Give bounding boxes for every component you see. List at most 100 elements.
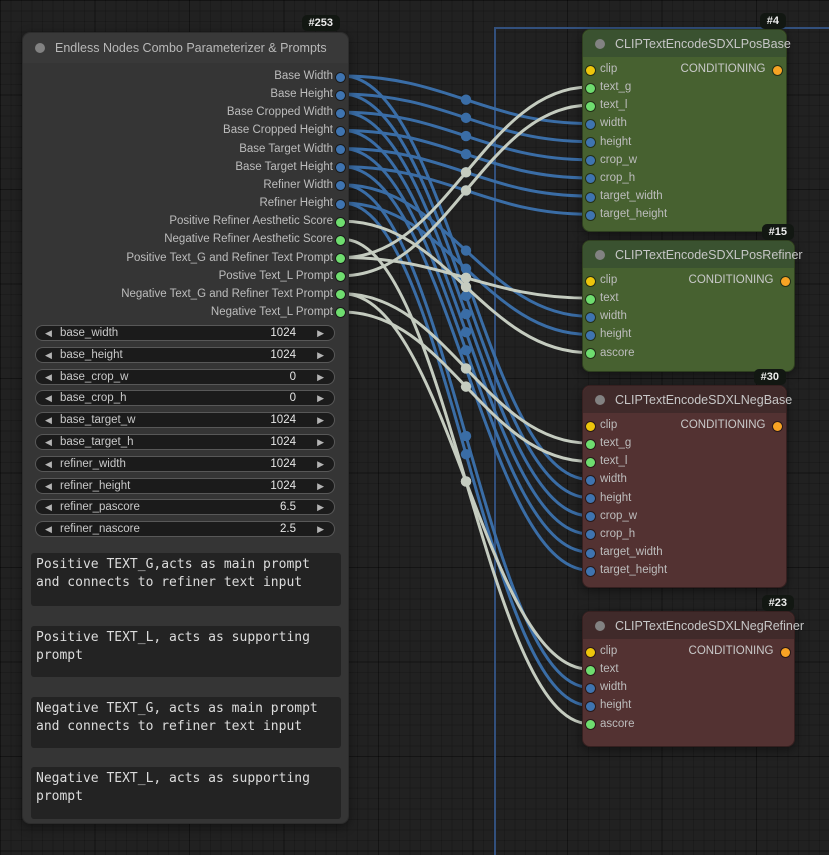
increment-arrow-icon[interactable]: ▶ [317,393,324,404]
output-port-dot[interactable] [336,90,345,100]
input-port-dot-text_g[interactable] [585,83,595,93]
input-port-dot-text_l[interactable] [585,101,595,111]
widget-value[interactable]: 1024 [270,457,296,470]
link-midpoint-dot[interactable] [460,430,472,442]
input-port-dot-crop_h[interactable] [585,174,595,184]
input-port-dot-height[interactable] [585,330,595,340]
decrement-arrow-icon[interactable]: ◀ [45,371,52,382]
input-port-dot-clip[interactable] [585,65,595,75]
output-port-dot[interactable] [336,254,345,263]
link-midpoint-dot[interactable] [460,130,472,142]
link-midpoint-dot[interactable] [460,363,472,374]
input-port-dot-ascore[interactable] [585,349,595,359]
collapse-dot-icon[interactable] [595,620,605,631]
node-title-bar[interactable]: CLIPTextEncodeSDXLNegBase [583,386,792,413]
increment-arrow-icon[interactable]: ▶ [317,480,324,491]
link-midpoint-dot[interactable] [460,290,472,302]
node-parameterizer[interactable]: #253 Endless Nodes Combo Parameterizer &… [22,15,349,824]
widget-refiner_height[interactable]: ◀ refiner_height 1024 ▶ [35,477,335,494]
input-port-dot-target_height[interactable] [585,566,595,576]
increment-arrow-icon[interactable]: ▶ [317,437,324,447]
output-port-dot[interactable] [336,108,345,118]
input-port-dot-text_g[interactable] [585,439,595,449]
output-port-dot[interactable] [336,217,345,227]
input-port-dot-crop_w[interactable] [585,156,595,166]
widget-value[interactable]: 2.5 [280,523,296,536]
decrement-arrow-icon[interactable]: ◀ [45,524,52,535]
prompt-textarea-3[interactable]: Negative TEXT_L, acts as supporting prom… [31,767,341,819]
link-midpoint-dot[interactable] [460,263,472,274]
link-midpoint-dot[interactable] [460,308,472,320]
link-midpoint-dot[interactable] [460,112,472,124]
output-port-dot-conditioning[interactable] [772,65,782,75]
prompt-textarea-2[interactable]: Negative TEXT_G, acts as main prompt and… [31,697,341,748]
widget-refiner_nascore[interactable]: ◀ refiner_nascore 2.5 ▶ [35,521,335,538]
widget-value[interactable]: 1024 [270,436,296,448]
increment-arrow-icon[interactable]: ▶ [317,371,324,382]
widget-value[interactable]: 1024 [270,414,296,427]
node-title-bar[interactable]: CLIPTextEncodeSDXLPosRefiner [583,241,803,268]
output-port-dot[interactable] [336,235,345,245]
decrement-arrow-icon[interactable]: ◀ [45,415,52,426]
collapse-dot-icon[interactable] [595,249,605,260]
widget-value[interactable]: 1024 [270,327,296,339]
output-port-dot[interactable] [336,163,345,173]
node-title-bar[interactable]: Endless Nodes Combo Parameterizer & Prom… [23,33,348,63]
widget-value[interactable]: 6.5 [280,501,296,514]
node-cliptextencode-posrefiner[interactable]: #15 CLIPTextEncodeSDXLPosRefiner clip tex… [582,224,803,372]
input-port-dot-height[interactable] [585,701,595,711]
output-port-dot[interactable] [336,199,345,209]
input-port-dot-ascore[interactable] [585,720,595,730]
link-midpoint-dot[interactable] [460,185,472,196]
output-port-dot-conditioning[interactable] [772,421,782,431]
link-midpoint-dot[interactable] [460,245,472,256]
increment-arrow-icon[interactable]: ▶ [317,502,324,513]
node-title-bar[interactable]: CLIPTextEncodeSDXLNegRefiner [583,612,804,639]
input-port-dot-target_width[interactable] [585,548,595,558]
widget-base_target_w[interactable]: ◀ base_target_w 1024 ▶ [35,412,335,429]
output-port-dot[interactable] [336,126,345,136]
prompt-textarea-0[interactable]: Positive TEXT_G,acts as main prompt and … [31,553,341,606]
increment-arrow-icon[interactable]: ▶ [317,349,324,360]
input-port-dot-width[interactable] [585,475,595,485]
widget-value[interactable]: 1024 [270,479,296,492]
decrement-arrow-icon[interactable]: ◀ [45,502,52,513]
input-port-dot-clip[interactable] [585,421,595,431]
input-port-dot-width[interactable] [585,119,595,129]
input-port-dot-width[interactable] [585,683,595,693]
output-port-dot[interactable] [336,145,345,155]
node-cliptextencode-negbase[interactable]: #30 CLIPTextEncodeSDXLNegBase clip text_g… [582,369,792,588]
input-port-dot-clip[interactable] [585,276,595,286]
prompt-textarea-1[interactable]: Positive TEXT_L, acts as supporting prom… [31,626,341,677]
collapse-dot-icon[interactable] [35,43,45,53]
link-midpoint-dot[interactable] [460,381,472,392]
widget-base_crop_w[interactable]: ◀ base_crop_w 0 ▶ [35,368,335,385]
collapse-dot-icon[interactable] [595,394,605,405]
input-port-dot-text_l[interactable] [585,457,595,467]
node-cliptextencode-posbase[interactable]: #4 CLIPTextEncodeSDXLPosBase clip text_g t… [582,13,791,232]
output-port-dot[interactable] [336,308,345,318]
link-midpoint-dot[interactable] [460,148,472,160]
node-cliptextencode-negrefiner[interactable]: #23 CLIPTextEncodeSDXLNegRefiner clip tex… [582,595,804,747]
widget-base_width[interactable]: ◀ base_width 1024 ▶ [35,325,335,341]
widget-base_height[interactable]: ◀ base_height 1024 ▶ [35,346,335,363]
decrement-arrow-icon[interactable]: ◀ [45,349,52,360]
widget-value[interactable]: 0 [289,392,296,405]
output-port-dot-conditioning[interactable] [780,276,790,286]
decrement-arrow-icon[interactable]: ◀ [45,480,52,491]
input-port-dot-target_width[interactable] [585,192,595,202]
collapse-dot-icon[interactable] [595,38,605,49]
output-port-dot[interactable] [336,290,345,300]
link-midpoint-dot[interactable] [460,476,472,487]
decrement-arrow-icon[interactable]: ◀ [45,328,52,338]
decrement-arrow-icon[interactable]: ◀ [45,393,52,404]
increment-arrow-icon[interactable]: ▶ [317,328,324,338]
output-port-dot[interactable] [336,181,345,191]
increment-arrow-icon[interactable]: ▶ [317,415,324,426]
link-midpoint-dot[interactable] [460,281,472,293]
widget-refiner_width[interactable]: ◀ refiner_width 1024 ▶ [35,455,335,472]
decrement-arrow-icon[interactable]: ◀ [45,437,52,447]
decrement-arrow-icon[interactable]: ◀ [45,458,52,469]
input-port-dot-target_height[interactable] [585,210,595,220]
